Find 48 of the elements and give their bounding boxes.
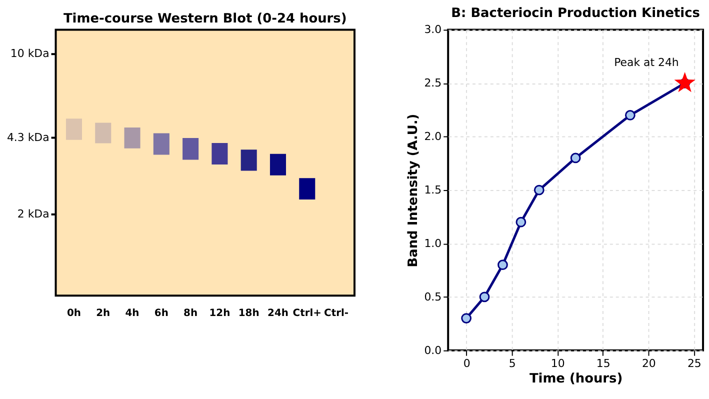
bar xyxy=(124,127,140,148)
y-tick-label: 2.5 xyxy=(424,76,442,90)
y-tick-label: 2.0 xyxy=(424,130,442,144)
bar xyxy=(153,133,170,155)
point xyxy=(674,72,696,92)
bar xyxy=(182,138,199,160)
x-tick-label: 10 xyxy=(550,356,565,370)
y-tick-label: 1.0 xyxy=(424,236,442,250)
x-tick-label: 2h xyxy=(96,308,110,319)
chart-title: B: Bacteriocin Production Kinetics xyxy=(451,6,700,21)
y-tick-label: 4.3 kDa xyxy=(6,131,50,144)
x-tick-label: 12h xyxy=(209,308,230,319)
x-tick-label: 18h xyxy=(238,308,260,319)
bar xyxy=(66,118,82,140)
y-tick-label: 1.5 xyxy=(424,184,442,197)
y-tick-label: 10 kDa xyxy=(10,46,50,60)
point xyxy=(624,110,636,120)
chart-title: Time-course Western Blot (0-24 hours) xyxy=(63,12,347,27)
point xyxy=(498,260,508,270)
point xyxy=(516,216,526,228)
x-tick-label: 4h xyxy=(125,308,140,319)
bar xyxy=(270,154,286,176)
x-tick-label: 0h xyxy=(66,308,81,319)
x-tick-label: 5 xyxy=(508,356,516,370)
y-tick-label: 0.0 xyxy=(424,344,442,357)
point xyxy=(534,184,544,196)
x-tick-label: 0 xyxy=(463,356,470,370)
x-tick-label: 20 xyxy=(642,356,656,370)
point xyxy=(479,292,490,302)
x-tick-label: 15 xyxy=(596,356,610,370)
bar xyxy=(240,150,257,171)
point xyxy=(461,313,472,324)
annotation: Peak at 24h xyxy=(614,56,679,70)
bar xyxy=(95,122,112,144)
x-tick-label: 6h xyxy=(154,308,168,319)
x-tick-label: Ctrl+ xyxy=(292,308,322,319)
x-tick-label: 8h xyxy=(184,308,198,319)
x-tick-label: Ctrl- xyxy=(324,308,349,319)
y-tick-label: 2 kDa xyxy=(17,207,50,220)
y-axis-title: Band Intensity (A.U.) xyxy=(406,114,422,268)
x-tick-label: 24h xyxy=(268,308,288,319)
bar xyxy=(212,143,228,165)
x-tick-label: 25 xyxy=(687,356,702,370)
y-tick-label: 3.0 xyxy=(424,23,442,36)
x-axis-title: Time (hours) xyxy=(529,372,623,387)
bar xyxy=(299,178,316,200)
point xyxy=(570,152,581,164)
y-tick-label: 0.5 xyxy=(424,290,442,304)
